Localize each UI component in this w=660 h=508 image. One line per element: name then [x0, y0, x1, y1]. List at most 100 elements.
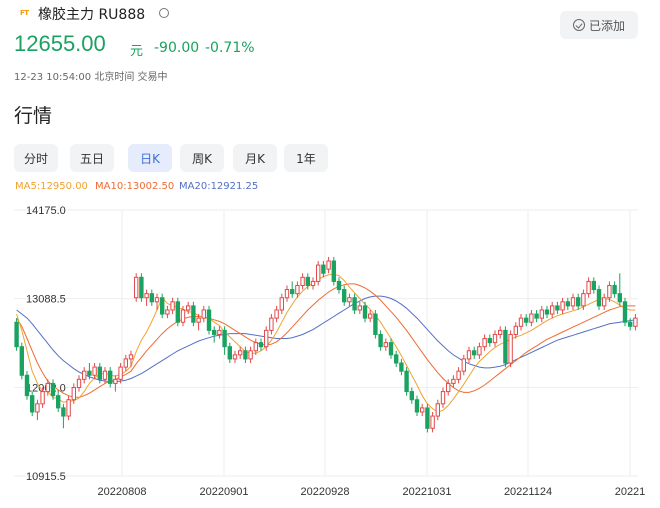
candle-down [290, 289, 295, 295]
candle-up [560, 301, 565, 311]
candle-up [269, 317, 274, 331]
candlestick-chart[interactable]: 14175.013088.512002.010915.5202208082022… [0, 200, 660, 500]
tab-five-day[interactable]: 五日 [70, 144, 114, 172]
candle-down [222, 329, 227, 348]
x-tick-label: 20220901 [200, 486, 249, 498]
candle-up [420, 407, 425, 413]
tab-one-year[interactable]: 1年 [284, 144, 328, 172]
candle-up [586, 280, 591, 295]
price-unit: 元 [130, 44, 144, 59]
candle-up [316, 264, 321, 282]
candle-up [201, 309, 206, 319]
candle-up [451, 378, 456, 384]
candle-up [513, 325, 518, 335]
candle-down [394, 354, 399, 364]
tab-intraday[interactable]: 分时 [14, 144, 58, 172]
candle-down [97, 366, 102, 380]
candle-up [529, 313, 534, 323]
candle-up [196, 317, 201, 323]
candle-down [362, 305, 368, 319]
candle-down [19, 346, 24, 376]
trading-status: 12-23 10:54:00 北京时间 交易中 [14, 72, 168, 83]
candle-up [284, 289, 290, 299]
candle-up [602, 297, 607, 307]
candle-down [191, 305, 196, 323]
candle-up [35, 403, 40, 413]
candle-up [518, 317, 524, 327]
candle-down [414, 399, 420, 413]
candle-up [170, 301, 175, 311]
candle-down [56, 395, 61, 409]
candle-down [617, 293, 622, 303]
x-tick-label: 20220928 [301, 486, 350, 498]
candle-up [76, 378, 82, 388]
candle-down [534, 313, 539, 319]
ma5-legend: MA5:12950.00 [15, 181, 88, 192]
tab-monthly-k[interactable]: 月K [233, 144, 277, 172]
candle-up [633, 317, 638, 327]
added-watchlist-button[interactable]: 已添加 [560, 11, 638, 39]
ma5-line [16, 273, 636, 413]
candle-up [310, 280, 316, 286]
candle-down [227, 346, 232, 360]
candle-down [212, 329, 217, 335]
candle-up [186, 305, 191, 311]
refresh-icon[interactable] [159, 8, 169, 18]
candle-up [102, 370, 108, 380]
x-tick-label: 20221 [615, 486, 646, 498]
tab-daily-k[interactable]: 日K [128, 144, 172, 172]
candle-up [446, 382, 451, 393]
candle-down [258, 342, 264, 348]
candle-up [550, 305, 555, 315]
ma20-legend: MA20:12921.25 [179, 181, 259, 192]
ma10-legend: MA10:13002.50 [95, 181, 175, 192]
candle-down [14, 321, 19, 348]
check-circle-icon [572, 19, 585, 31]
chart-svg: 14175.013088.512002.010915.5202208082022… [14, 205, 646, 498]
tab-weekly-k[interactable]: 周K [180, 144, 224, 172]
candle-up [248, 350, 253, 360]
candle-up [180, 309, 186, 323]
ft-logo-icon: FT [20, 9, 29, 17]
candle-down [472, 350, 477, 356]
candle-down [139, 276, 144, 299]
candle-up [368, 313, 373, 319]
candle-down [404, 370, 409, 393]
candle-up [123, 358, 128, 368]
quote-header: FT 橡胶主力 RU888 已添加 12655.00 元 -90.00 -0.7… [12, 0, 648, 92]
candle-down [342, 289, 347, 303]
candle-up [118, 366, 123, 380]
candle-up [466, 350, 472, 360]
candle-up [461, 358, 466, 372]
candle-up [539, 309, 544, 319]
candle-up [435, 403, 440, 417]
candle-up [128, 354, 134, 360]
candle-down [596, 289, 602, 307]
candle-down [336, 280, 342, 291]
x-tick-label: 20221124 [504, 486, 552, 498]
section-title: 行情 [14, 105, 53, 127]
candle-up [232, 354, 238, 360]
candle-up [607, 284, 612, 299]
candle-up [326, 260, 331, 270]
candle-up [508, 333, 513, 364]
candle-up [238, 350, 243, 356]
candle-up [253, 342, 258, 352]
candle-down [622, 301, 628, 323]
candle-down [50, 382, 56, 397]
candle-up [492, 333, 498, 344]
candle-up [66, 399, 71, 417]
candle-down [555, 305, 560, 311]
candle-down [175, 301, 180, 323]
candle-up [357, 305, 362, 311]
candle-down [108, 370, 113, 384]
candle-up [295, 284, 300, 295]
candle-up [279, 297, 284, 311]
candle-up [144, 293, 149, 299]
candle-up [264, 329, 269, 348]
candle-down [628, 321, 633, 327]
candle-up [581, 293, 586, 307]
candle-up [300, 276, 305, 286]
candle-up [45, 382, 50, 393]
candle-up [498, 329, 503, 335]
